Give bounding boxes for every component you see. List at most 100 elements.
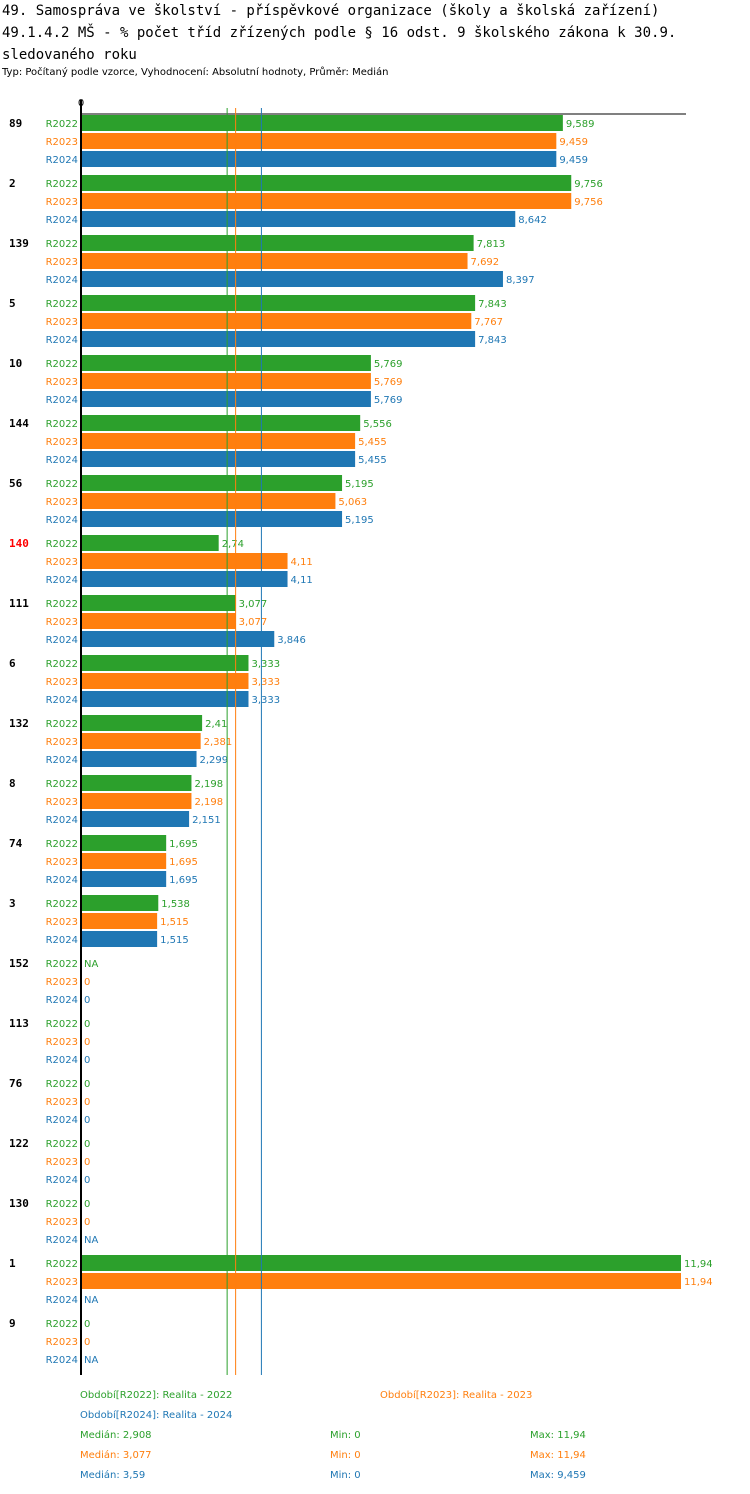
series-label: R2022 [46, 359, 78, 370]
data-label: 0 [84, 1019, 90, 1030]
data-bar [81, 895, 159, 911]
series-label: R2022 [46, 479, 78, 490]
series-label: R2022 [46, 659, 78, 670]
data-bar [81, 571, 288, 587]
data-bar [81, 913, 158, 929]
series-label: R2024 [46, 155, 78, 166]
series-label: R2022 [46, 179, 78, 190]
data-label: 11,94 [684, 1259, 713, 1270]
category-label: 144 [9, 417, 29, 430]
data-bar [81, 553, 288, 569]
series-label: R2023 [46, 617, 78, 628]
data-label: 0 [84, 1115, 90, 1126]
data-bar [81, 1273, 681, 1289]
data-bar [81, 193, 572, 209]
data-bar [81, 835, 167, 851]
series-label: R2022 [46, 1199, 78, 1210]
data-bar [81, 373, 371, 389]
series-label: R2024 [46, 575, 78, 586]
series-label: R2023 [46, 857, 78, 868]
data-label: 5,063 [338, 497, 367, 508]
data-label: 0 [84, 1079, 90, 1090]
series-label: R2023 [46, 497, 78, 508]
data-bar [81, 1255, 681, 1271]
series-label: R2024 [46, 755, 78, 766]
data-bar [81, 151, 557, 167]
series-label: R2022 [46, 1139, 78, 1150]
data-label: 2,74 [222, 539, 244, 550]
category-label: 139 [9, 237, 29, 250]
data-label: 5,455 [358, 455, 387, 466]
data-label: 7,692 [471, 257, 500, 268]
series-label: R2022 [46, 839, 78, 850]
category-label: 132 [9, 717, 29, 730]
data-label: 2,151 [192, 815, 221, 826]
series-label: R2024 [46, 395, 78, 406]
data-label: 9,756 [574, 197, 603, 208]
series-label: R2022 [46, 959, 78, 970]
series-label: R2022 [46, 539, 78, 550]
data-label: 2,198 [194, 779, 223, 790]
data-bar [81, 433, 356, 449]
category-label: 8 [9, 777, 16, 790]
data-bar [81, 331, 476, 347]
data-bar [81, 511, 343, 527]
data-bar [81, 631, 275, 647]
data-bar [81, 175, 572, 191]
data-label: 1,515 [160, 917, 189, 928]
category-label: 6 [9, 657, 16, 670]
data-label: 3,333 [251, 659, 280, 670]
data-bar [81, 871, 167, 887]
data-label: 1,695 [169, 839, 198, 850]
data-label: 5,556 [363, 419, 392, 430]
data-label: 0 [84, 1175, 90, 1186]
data-bar [81, 691, 249, 707]
data-bar [81, 673, 249, 689]
category-label: 3 [9, 897, 16, 910]
data-label: 2,381 [204, 737, 233, 748]
data-label: 4,11 [291, 575, 313, 586]
series-label: R2024 [46, 455, 78, 466]
data-label: 8,397 [506, 275, 535, 286]
data-bar [81, 475, 343, 491]
data-bar [81, 115, 563, 131]
data-label: 2,299 [200, 755, 229, 766]
data-label: 7,767 [474, 317, 503, 328]
data-bar [81, 751, 197, 767]
category-label: 113 [9, 1017, 29, 1030]
category-label: 1 [9, 1257, 16, 1270]
category-label: 89 [9, 117, 22, 130]
category-label: 2 [9, 177, 16, 190]
max-r2023: Max: 11,94 [530, 1450, 586, 1461]
legend-r2024: Období[R2024]: Realita - 2024 [80, 1410, 233, 1421]
data-label: 0 [84, 1097, 90, 1108]
chart-title: 49. Samospráva ve školství - příspěvkové… [2, 0, 748, 66]
series-label: R2024 [46, 335, 78, 346]
title-line-1: 49. Samospráva ve školství - příspěvkové… [2, 3, 660, 19]
median-r2023: Medián: 3,077 [80, 1450, 152, 1461]
series-label: R2022 [46, 899, 78, 910]
data-label: 2,41 [205, 719, 227, 730]
data-label: 0 [84, 1337, 90, 1348]
series-label: R2024 [46, 275, 78, 286]
data-label: 3,333 [251, 695, 280, 706]
data-label: 9,459 [559, 137, 588, 148]
min-r2023: Min: 0 [330, 1450, 361, 1461]
category-label: 5 [9, 297, 16, 310]
data-bar [81, 355, 371, 371]
data-label: NA [84, 959, 98, 970]
category-label: 130 [9, 1197, 29, 1210]
series-label: R2022 [46, 119, 78, 130]
data-label: 0 [84, 1319, 90, 1330]
data-bar [81, 133, 557, 149]
chart-subtitle: Typ: Počítaný podle vzorce, Vyhodnocení:… [2, 67, 389, 78]
series-label: R2023 [46, 1037, 78, 1048]
data-label: 3,333 [251, 677, 280, 688]
series-label: R2024 [46, 695, 78, 706]
series-label: R2024 [46, 1175, 78, 1186]
data-bar [81, 493, 336, 509]
data-bar [81, 595, 236, 611]
series-label: R2023 [46, 377, 78, 388]
data-label: 1,538 [161, 899, 190, 910]
category-label: 10 [9, 357, 22, 370]
